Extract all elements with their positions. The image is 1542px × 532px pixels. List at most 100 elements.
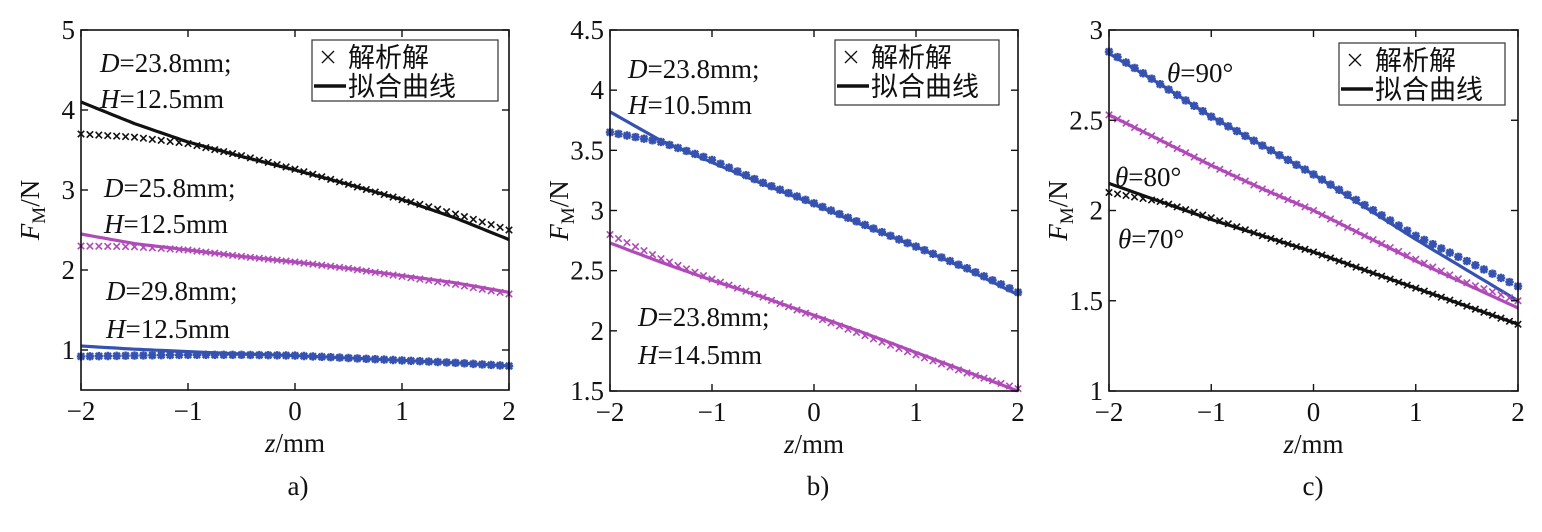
y-tick-label: 1.5 [570,376,604,406]
analytic-marker [95,242,103,251]
legend-label-analytic: 解析解 [1375,46,1456,77]
annotation: D=25.8mm; [103,173,235,203]
analytic-marker [478,218,487,226]
y-axis-label-part: M [29,207,50,224]
subplot-a: −2 −1 0 1 212345z/mmFM/N解析解拟合曲线D=23.8mm;H=12… [15,15,516,501]
analytic-marker [614,129,623,139]
annotation-part: =25.8mm; [124,173,236,203]
x-tick-label: 2 [502,396,516,426]
x-tick-label: 2 [1011,397,1025,427]
analytic-marker [614,234,623,243]
x-axis-label-part: z [1282,429,1294,459]
x-tick-label: 1 [909,397,923,427]
subplot-c: −2 −1 0 1 211.522.53z/mmFM/N解析解拟合曲线θ=90°θ=80… [1043,15,1525,501]
annotation-part: D [103,173,124,203]
y-tick-label: 3.5 [570,135,604,165]
annotation: D=23.8mm; [637,302,769,332]
fit-line [1108,113,1519,310]
analytic-marker [996,280,1006,289]
x-tick-label: 2 [1511,397,1525,427]
analytic-marker [1403,226,1412,235]
fit-line [609,110,1019,297]
legend-label-fit: 拟合曲线 [348,72,456,103]
annotation: D=29.8mm; [105,276,237,306]
x-axis-label-part: z [264,428,276,458]
analytic-marker [1113,190,1122,198]
analytic-marker [192,350,202,359]
annotation-part: =23.8mm; [120,48,232,78]
analytic-marker [1462,256,1472,266]
annotation-part: =90° [1180,58,1233,88]
annotation-part: H [105,314,127,344]
annotation-part: θ [1167,58,1180,88]
legend-marker-icon [1348,53,1362,67]
annotation-part: D [627,54,648,84]
analytic-marker [1368,205,1378,215]
x-axis-label-part: /mm [1294,429,1344,459]
analytic-marker [716,159,725,168]
y-tick-label: 1 [1090,376,1104,406]
y-tick-label: 4 [591,75,605,105]
y-tick-label: 1 [62,335,76,365]
analytic-marker [1005,284,1014,293]
y-axis-label-part: F [15,223,45,241]
x-tick-label: −1 [1197,397,1226,427]
y-axis-label-part: F [1043,224,1073,242]
y-tick-label: 2 [62,255,76,285]
analytic-marker [103,131,112,140]
y-tick-label: 3 [1090,15,1104,45]
x-tick-label: 0 [807,397,821,427]
annotation-part: =12.5mm [120,84,224,114]
annotation-part: D [99,48,120,78]
x-tick-label: −2 [67,396,96,426]
analytic-marker [1479,265,1489,274]
analytic-marker [157,351,166,360]
analytic-marker [139,134,148,143]
y-tick-label: 2 [591,316,605,346]
analytic-marker [166,137,174,146]
analytic-marker [139,351,148,360]
annotation-part: H [627,90,649,120]
x-tick-label: −2 [1095,397,1124,427]
series-2 [76,344,514,371]
analytic-marker [157,136,166,145]
legend-label-analytic: 解析解 [871,43,952,74]
x-tick-label: 0 [288,396,302,426]
analytic-marker [1471,261,1480,270]
legend-label-fit: 拟合曲线 [1375,75,1483,106]
analytic-marker [460,212,469,221]
annotation: H=12.5mm [105,314,230,344]
fit-line [1108,52,1519,303]
y-axis-label-part: M [558,207,579,224]
y-tick-label: 4.5 [570,15,604,45]
annotation: H=12.5mm [99,84,224,114]
analytic-marker [623,238,631,247]
legend-box [834,39,1000,106]
annotation-part: θ [1118,224,1131,254]
analytic-marker [724,163,734,172]
panel-label: c) [1303,471,1324,501]
analytic-marker [183,350,193,359]
analytic-marker [112,242,121,251]
analytic-marker [631,132,640,142]
x-axis-label-part: /mm [276,428,326,458]
legend-label-fit: 拟合曲线 [871,72,979,103]
y-axis-label-part: M [1057,207,1078,224]
analytic-marker [86,130,94,139]
x-tick-label: 0 [1307,397,1321,427]
series-1 [77,232,513,298]
x-axis-label: z/mm [1282,429,1343,459]
annotation: H=14.5mm [637,340,762,370]
x-tick-label: −1 [698,397,727,427]
fit-line [1108,181,1519,326]
annotation: θ=70° [1118,224,1184,254]
annotation-part: =80° [1128,162,1181,192]
analytic-marker [201,350,211,359]
analytic-marker [1437,244,1446,253]
analytic-marker [103,242,112,251]
annotation: D=23.8mm; [627,54,759,84]
x-tick-label: −2 [596,397,625,427]
analytic-marker [1377,211,1386,220]
